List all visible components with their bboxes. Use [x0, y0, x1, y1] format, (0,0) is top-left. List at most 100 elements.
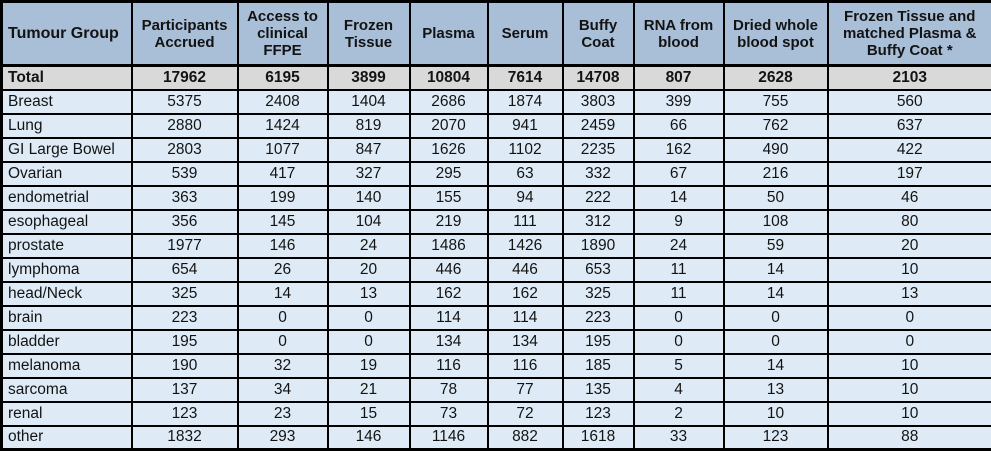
table-cell: 0 [632, 304, 725, 331]
table-cell: 116 [486, 352, 564, 379]
table-cell: 1890 [561, 232, 635, 259]
table-cell: 1874 [486, 88, 564, 115]
table-cell: 0 [236, 328, 329, 355]
table-cell: 1102 [486, 136, 564, 163]
table-cell: 80 [826, 208, 991, 235]
table-cell: 10 [826, 376, 991, 403]
row-label: GI Large Bowel [0, 136, 133, 163]
row-label: melanoma [0, 352, 133, 379]
table-cell: 78 [408, 376, 489, 403]
table-cell: 14 [722, 256, 829, 283]
table-cell: 137 [130, 376, 239, 403]
table-cell: 882 [486, 424, 564, 451]
table-cell: 33 [632, 424, 725, 451]
table-cell: 10 [826, 400, 991, 427]
table-cell: 819 [326, 112, 411, 139]
table-cell: 134 [408, 328, 489, 355]
table-cell: 116 [408, 352, 489, 379]
table-cell: 2070 [408, 112, 489, 139]
column-header: Access to clinical FFPE [236, 0, 329, 67]
table-cell: 363 [130, 184, 239, 211]
table-cell: 114 [408, 304, 489, 331]
table-cell: 2628 [722, 64, 829, 91]
table-cell: 10804 [408, 64, 489, 91]
table-cell: 66 [632, 112, 725, 139]
table-cell: 356 [130, 208, 239, 235]
table-cell: 2880 [130, 112, 239, 139]
table-row: bladder 195 0 0 134 134 195 0 0 0 [0, 328, 991, 355]
table-cell: 0 [722, 304, 829, 331]
table-row: lymphoma 654 26 20 446 446 653 11 14 10 [0, 256, 991, 283]
table-cell: 417 [236, 160, 329, 187]
table-cell: 21 [326, 376, 411, 403]
table-cell: 3899 [326, 64, 411, 91]
table-cell: 13 [722, 376, 829, 403]
table-cell: 941 [486, 112, 564, 139]
table-cell: 539 [130, 160, 239, 187]
table-cell: 1832 [130, 424, 239, 451]
table-row: renal 123 23 15 73 72 123 2 10 10 [0, 400, 991, 427]
table-cell: 1077 [236, 136, 329, 163]
table-cell: 0 [236, 304, 329, 331]
table-cell: 67 [632, 160, 725, 187]
table-cell: 216 [722, 160, 829, 187]
table-body: Total 17962 6195 3899 10804 7614 14708 807 2628 2… [0, 64, 991, 451]
table-cell: 11 [632, 280, 725, 307]
table-cell: 145 [236, 208, 329, 235]
table-cell: 162 [408, 280, 489, 307]
table-cell: 312 [561, 208, 635, 235]
table-cell: 1426 [486, 232, 564, 259]
table-cell: 2686 [408, 88, 489, 115]
table-cell: 14 [632, 184, 725, 211]
row-label: esophageal [0, 208, 133, 235]
table-cell: 140 [326, 184, 411, 211]
table-row: esophageal 356 145 104 219 111 312 9 108 80 [0, 208, 991, 235]
table-cell: 155 [408, 184, 489, 211]
table-cell: 446 [486, 256, 564, 283]
column-header: Plasma [408, 0, 489, 67]
table-cell: 2 [632, 400, 725, 427]
table-cell: 223 [130, 304, 239, 331]
table-row: sarcoma 137 34 21 78 77 135 4 13 10 [0, 376, 991, 403]
table-row: endometrial 363 199 140 155 94 222 14 50 46 [0, 184, 991, 211]
table-cell: 295 [408, 160, 489, 187]
column-header-tumour-group: Tumour Group [0, 0, 133, 67]
table-cell: 59 [722, 232, 829, 259]
table-cell: 755 [722, 88, 829, 115]
table-cell: 123 [561, 400, 635, 427]
table-cell: 0 [632, 328, 725, 355]
table-cell: 14708 [561, 64, 635, 91]
table-cell: 1977 [130, 232, 239, 259]
table-cell: 2803 [130, 136, 239, 163]
table-cell: 199 [236, 184, 329, 211]
table-cell: 2459 [561, 112, 635, 139]
table-row: GI Large Bowel 2803 1077 847 1626 1102 2235 162… [0, 136, 991, 163]
row-label: Ovarian [0, 160, 133, 187]
table-cell: 146 [326, 424, 411, 451]
table-cell: 2103 [826, 64, 991, 91]
table-row: head/Neck 325 14 13 162 162 325 11 14 13 [0, 280, 991, 307]
total-row: Total 17962 6195 3899 10804 7614 14708 807 2628 2… [0, 64, 991, 91]
row-label: endometrial [0, 184, 133, 211]
table-cell: 654 [130, 256, 239, 283]
table-cell: 847 [326, 136, 411, 163]
table-row: Ovarian 539 417 327 295 63 332 67 216 197 [0, 160, 991, 187]
table-cell: 123 [722, 424, 829, 451]
table-cell: 108 [722, 208, 829, 235]
row-label: prostate [0, 232, 133, 259]
table-cell: 14 [722, 352, 829, 379]
column-header: Participants Accrued [130, 0, 239, 67]
table-cell: 5 [632, 352, 725, 379]
table-cell: 762 [722, 112, 829, 139]
table-cell: 10 [826, 256, 991, 283]
table-cell: 73 [408, 400, 489, 427]
table-cell: 11 [632, 256, 725, 283]
table-cell: 123 [130, 400, 239, 427]
table-cell: 1424 [236, 112, 329, 139]
table-cell: 15 [326, 400, 411, 427]
table-row: brain 223 0 0 114 114 223 0 0 0 [0, 304, 991, 331]
table-cell: 399 [632, 88, 725, 115]
row-label: head/Neck [0, 280, 133, 307]
column-header: Serum [486, 0, 564, 67]
